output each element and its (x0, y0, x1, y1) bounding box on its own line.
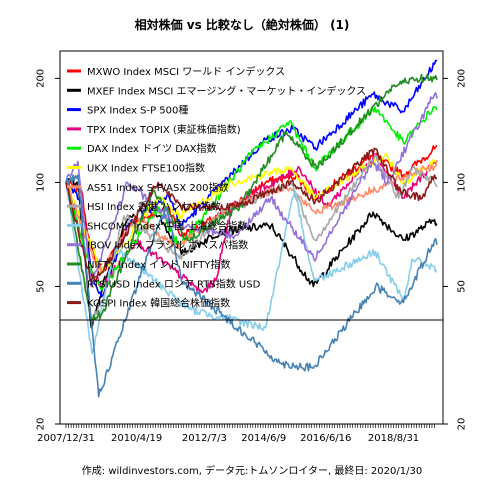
series-line-9 (65, 92, 438, 288)
x-tick-label: 2012/7/3 (182, 433, 227, 444)
y-tick-label-right: 20 (457, 418, 468, 431)
legend-label-4: DAX Index ドイツ DAX指数 (87, 142, 217, 155)
series-line-11 (65, 174, 438, 398)
y-tick-label-right: 100 (457, 173, 468, 192)
y-tick-label-left: 200 (36, 69, 47, 88)
x-tick-label: 2016/6/16 (300, 433, 351, 444)
series-line-5 (65, 153, 438, 275)
series-line-1 (65, 178, 438, 329)
legend-label-8: SHCOMP Index 中国 上海総合指数 (87, 219, 247, 232)
axis-layer: 20 20 50 50 100 100 200 200 2007/12/31 2010/4/19 2… (36, 69, 468, 444)
x-tick-label: 2007/12/31 (37, 433, 95, 444)
legend-label-9: IBOV Index ブラジル ボベスパ指数 (87, 239, 248, 252)
series-line-10 (65, 73, 438, 321)
x-tick-label: 2018/8/31 (368, 433, 419, 444)
x-tick-label: 2014/6/9 (241, 433, 286, 444)
legend-label-10: NIFTY Index インド NIFTY指数 (87, 258, 231, 271)
legend-label-5: UKX Index FTSE100指数 (87, 162, 205, 175)
legend-label-0: MXWO Index MSCI ワールド インデックス (87, 65, 285, 78)
y-tick-label-left: 50 (36, 280, 47, 293)
series-layer (60, 59, 443, 398)
series-line-4 (65, 106, 438, 291)
legend-label-1: MXEF Index MSCI エマージング・マーケット・インデックス (87, 84, 366, 97)
chart-title: 相対株価 vs 比較なし（絶対株価） (1) (135, 17, 350, 32)
legend-label-7: HSI Index 香港 ハンセン指数 (87, 200, 221, 213)
legend-label-12: KOSPI Index 韓国総合株価指数 (87, 297, 230, 310)
legend: MXWO Index MSCI ワールド インデックス MXEF Index MS… (67, 65, 366, 310)
legend-label-11: RTSIUSD Index ロシア RTS指数 USD (87, 277, 261, 290)
y-tick-label-left: 100 (36, 173, 47, 192)
series-line-12 (65, 147, 438, 282)
y-tick-label-left: 20 (36, 418, 47, 431)
y-tick-label-right: 200 (457, 69, 468, 88)
legend-label-6: AS51 Index S-P/ASX 200指数 (87, 181, 228, 194)
legend-label-3: TPX Index TOPIX (東証株価指数) (86, 123, 241, 136)
series-line-7 (65, 154, 438, 322)
legend-label-2: SPX Index S-P 500種 (87, 104, 188, 117)
plot-frame (59, 50, 444, 425)
chart-caption: 作成: wildinvestors.com, データ元:トムソンロイター, 最終… (82, 464, 422, 477)
x-tick-label: 2010/4/19 (111, 433, 162, 444)
y-tick-label-right: 50 (457, 280, 468, 293)
series-line-8 (65, 182, 438, 355)
